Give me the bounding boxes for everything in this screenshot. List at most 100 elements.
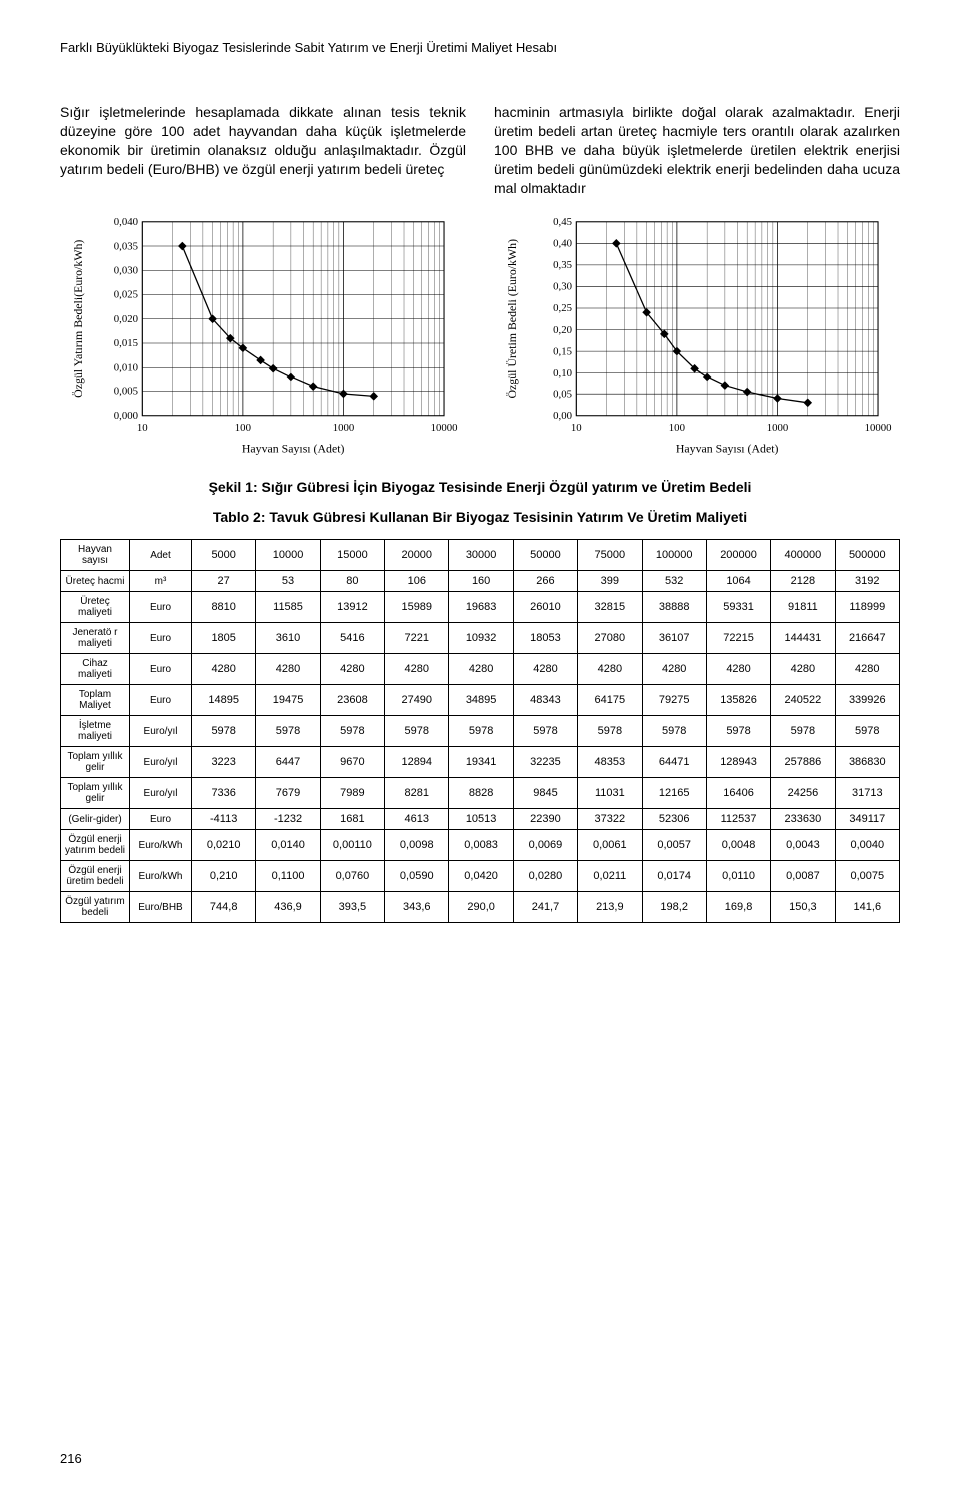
table-cell: 19475 bbox=[256, 685, 320, 716]
table-cell: 0,0420 bbox=[449, 861, 513, 892]
table-cell: 240522 bbox=[771, 685, 835, 716]
table-cell: 4613 bbox=[385, 809, 449, 830]
row-unit: m³ bbox=[130, 571, 192, 592]
svg-text:0,05: 0,05 bbox=[553, 389, 572, 401]
table-cell: 339926 bbox=[835, 685, 899, 716]
table-cell: 0,0040 bbox=[835, 830, 899, 861]
table-cell: 0,0083 bbox=[449, 830, 513, 861]
table-cell: 4280 bbox=[835, 654, 899, 685]
table-cell: 744,8 bbox=[192, 892, 256, 923]
table-cell: 4280 bbox=[706, 654, 770, 685]
table-row: Jeneratö r maliyetiEuro18053610541672211… bbox=[61, 623, 900, 654]
table-cell: 38888 bbox=[642, 592, 706, 623]
table-cell: 11585 bbox=[256, 592, 320, 623]
table-cell: 5978 bbox=[513, 716, 577, 747]
table-cell: 0,0075 bbox=[835, 861, 899, 892]
table-cell: 0,0210 bbox=[192, 830, 256, 861]
table-cell: 400000 bbox=[771, 540, 835, 571]
row-label: Üreteç maliyeti bbox=[61, 592, 130, 623]
svg-text:Özgül Üretim Bedeli (Euro/kWh): Özgül Üretim Bedeli (Euro/kWh) bbox=[505, 239, 519, 399]
table-cell: 118999 bbox=[835, 592, 899, 623]
table-cell: 4280 bbox=[385, 654, 449, 685]
table-cell: 4280 bbox=[513, 654, 577, 685]
data-table: Hayvan sayısıAdet50001000015000200003000… bbox=[60, 539, 900, 923]
table-cell: 14895 bbox=[192, 685, 256, 716]
chart-left: 0,0000,0050,0100,0150,0200,0250,0300,035… bbox=[60, 211, 466, 461]
table-row: Toplam MaliyetEuro1489519475236082749034… bbox=[61, 685, 900, 716]
svg-text:0,000: 0,000 bbox=[114, 410, 138, 422]
svg-text:0,30: 0,30 bbox=[553, 281, 572, 293]
table-cell: 0,0280 bbox=[513, 861, 577, 892]
svg-text:0,45: 0,45 bbox=[553, 216, 572, 228]
table-cell: 52306 bbox=[642, 809, 706, 830]
svg-text:Özgül Yatırım Bedeli(Euro/kWh): Özgül Yatırım Bedeli(Euro/kWh) bbox=[71, 240, 85, 398]
table-cell: 8810 bbox=[192, 592, 256, 623]
table-cell: 75000 bbox=[578, 540, 642, 571]
table-cell: 216647 bbox=[835, 623, 899, 654]
table-cell: 128943 bbox=[706, 747, 770, 778]
table-cell: 3223 bbox=[192, 747, 256, 778]
row-unit: Adet bbox=[130, 540, 192, 571]
table-cell: 0,0211 bbox=[578, 861, 642, 892]
svg-text:Hayvan Sayısı (Adet): Hayvan Sayısı (Adet) bbox=[676, 442, 779, 456]
table-row: (Gelir-gider)Euro-4113-12321681461310513… bbox=[61, 809, 900, 830]
table-cell: 27080 bbox=[578, 623, 642, 654]
table-cell: 5978 bbox=[192, 716, 256, 747]
svg-text:100: 100 bbox=[235, 422, 251, 434]
table-cell: 48343 bbox=[513, 685, 577, 716]
row-unit: Euro/kWh bbox=[130, 861, 192, 892]
table-row: Hayvan sayısıAdet50001000015000200003000… bbox=[61, 540, 900, 571]
table-caption: Tablo 2: Tavuk Gübresi Kullanan Bir Biyo… bbox=[60, 509, 900, 525]
table-cell: 7336 bbox=[192, 778, 256, 809]
svg-text:0,35: 0,35 bbox=[553, 260, 572, 272]
table-cell: 32235 bbox=[513, 747, 577, 778]
table-cell: 349117 bbox=[835, 809, 899, 830]
table-cell: 19683 bbox=[449, 592, 513, 623]
table-cell: -4113 bbox=[192, 809, 256, 830]
table-cell: 106 bbox=[385, 571, 449, 592]
table-cell: 141,6 bbox=[835, 892, 899, 923]
body-text-columns: Sığır işletmelerinde hesaplamada dikkate… bbox=[60, 103, 900, 197]
table-cell: 160 bbox=[449, 571, 513, 592]
table-cell: 4280 bbox=[320, 654, 384, 685]
table-cell: 24256 bbox=[771, 778, 835, 809]
table-cell: 12894 bbox=[385, 747, 449, 778]
table-cell: 5978 bbox=[835, 716, 899, 747]
table-cell: 8281 bbox=[385, 778, 449, 809]
row-label: Jeneratö r maliyeti bbox=[61, 623, 130, 654]
table-cell: 213,9 bbox=[578, 892, 642, 923]
table-cell: 436,9 bbox=[256, 892, 320, 923]
table-row: Özgül enerji yatırım bedeliEuro/kWh0,021… bbox=[61, 830, 900, 861]
table-cell: 2128 bbox=[771, 571, 835, 592]
row-label: Özgül yatırım bedeli bbox=[61, 892, 130, 923]
table-cell: 16406 bbox=[706, 778, 770, 809]
table-cell: 343,6 bbox=[385, 892, 449, 923]
table-cell: 0,0760 bbox=[320, 861, 384, 892]
table-cell: 290,0 bbox=[449, 892, 513, 923]
row-unit: Euro/kWh bbox=[130, 830, 192, 861]
table-cell: 22390 bbox=[513, 809, 577, 830]
table-cell: 1805 bbox=[192, 623, 256, 654]
table-row: Üreteç maliyetiEuro881011585139121598919… bbox=[61, 592, 900, 623]
table-cell: 6447 bbox=[256, 747, 320, 778]
table-cell: 3610 bbox=[256, 623, 320, 654]
table-cell: 3192 bbox=[835, 571, 899, 592]
table-cell: 59331 bbox=[706, 592, 770, 623]
table-cell: 53 bbox=[256, 571, 320, 592]
table-cell: 7989 bbox=[320, 778, 384, 809]
table-cell: 4280 bbox=[771, 654, 835, 685]
body-right-col: hacminin artmasıyla birlikte doğal olara… bbox=[494, 103, 900, 197]
row-label: Toplam yıllık gelir bbox=[61, 778, 130, 809]
svg-text:0,020: 0,020 bbox=[114, 313, 138, 325]
svg-text:10: 10 bbox=[571, 422, 582, 434]
svg-text:0,00: 0,00 bbox=[553, 410, 572, 422]
table-cell: 150,3 bbox=[771, 892, 835, 923]
table-cell: 36107 bbox=[642, 623, 706, 654]
table-cell: 266 bbox=[513, 571, 577, 592]
table-cell: 11031 bbox=[578, 778, 642, 809]
table-cell: 48353 bbox=[578, 747, 642, 778]
table-cell: 80 bbox=[320, 571, 384, 592]
table-cell: 72215 bbox=[706, 623, 770, 654]
row-label: Hayvan sayısı bbox=[61, 540, 130, 571]
table-cell: 0,0087 bbox=[771, 861, 835, 892]
